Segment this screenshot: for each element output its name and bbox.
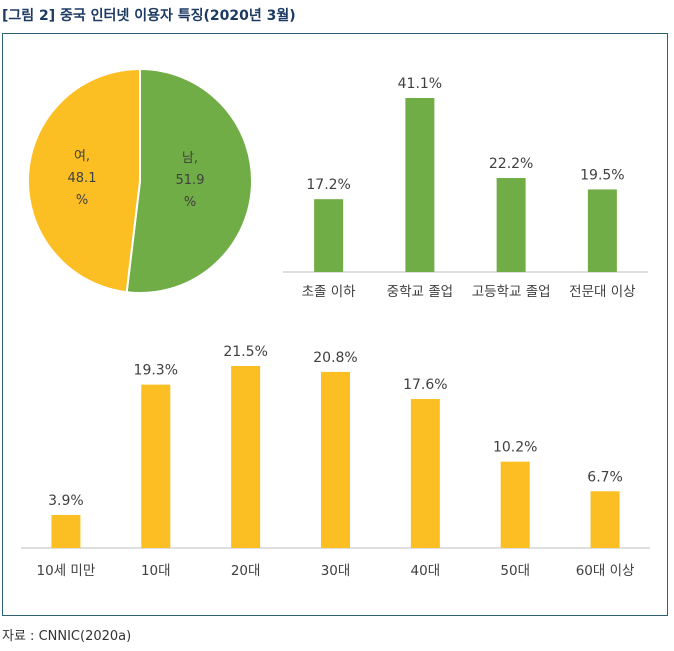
bar: [590, 491, 620, 548]
pie-slice-female: [27, 67, 141, 294]
bar-chart-education: 17.2% 초졸 이하 41.1% 중학교 졸업 22.2% 고등학교 졸업 19.5% 전문…: [283, 76, 648, 300]
pie-label-male: 남,: [182, 151, 198, 166]
category-label: 고등학교 졸업: [472, 284, 551, 300]
data-label: 10.2%: [493, 440, 537, 456]
category-label: 20대: [231, 563, 261, 579]
bar: [410, 399, 440, 548]
data-label: 41.1%: [398, 76, 442, 92]
category-label: 60대 이상: [576, 563, 635, 579]
category-label: 중학교 졸업: [387, 284, 453, 300]
bar: [496, 178, 526, 272]
category-label: 초졸 이하: [302, 284, 357, 300]
category-label: 10대: [141, 563, 171, 579]
pie-label-female: 여,: [74, 149, 90, 164]
data-label: 3.9%: [48, 493, 84, 509]
pie-chart-gender: 남, 51.9% 여, 48.1%: [27, 67, 253, 294]
category-label: 전문대 이상: [569, 284, 635, 300]
category-label: 50대: [500, 563, 530, 579]
bar: [314, 199, 344, 272]
pie-label-male: %: [184, 195, 196, 210]
bar: [321, 371, 350, 548]
data-label: 17.6%: [403, 377, 447, 393]
bar: [500, 461, 530, 548]
data-label: 19.3%: [134, 363, 178, 379]
category-label: 10세 미만: [37, 563, 96, 579]
source-note: 자료 : CNNIC(2020a): [2, 629, 132, 644]
figure-frame: [2, 33, 668, 616]
pie-slice-male: [125, 67, 253, 294]
data-label: 6.7%: [587, 469, 623, 485]
pie-label-male: 51.9: [176, 173, 205, 188]
data-label: 22.2%: [489, 156, 533, 172]
data-label: 20.8%: [313, 350, 357, 366]
bar-chart-age: 3.9% 10세 미만 19.3% 10대 21.5% 20대 20.8% 30대 17.6% 4…: [21, 344, 650, 579]
pie-label-female: %: [76, 193, 88, 208]
bar: [405, 98, 435, 272]
bar: [587, 189, 617, 272]
figure-title: [그림 2] 중국 인터넷 이용자 특징(2020년 3월): [2, 8, 296, 24]
bar: [231, 366, 261, 548]
category-label: 40대: [411, 563, 441, 579]
data-label: 19.5%: [580, 167, 624, 183]
category-label: 30대: [321, 563, 351, 579]
data-label: 17.2%: [306, 177, 350, 193]
bar: [141, 384, 171, 548]
pie-label-female: 48.1: [68, 171, 97, 186]
data-label: 21.5%: [223, 344, 267, 360]
bar: [51, 514, 81, 548]
